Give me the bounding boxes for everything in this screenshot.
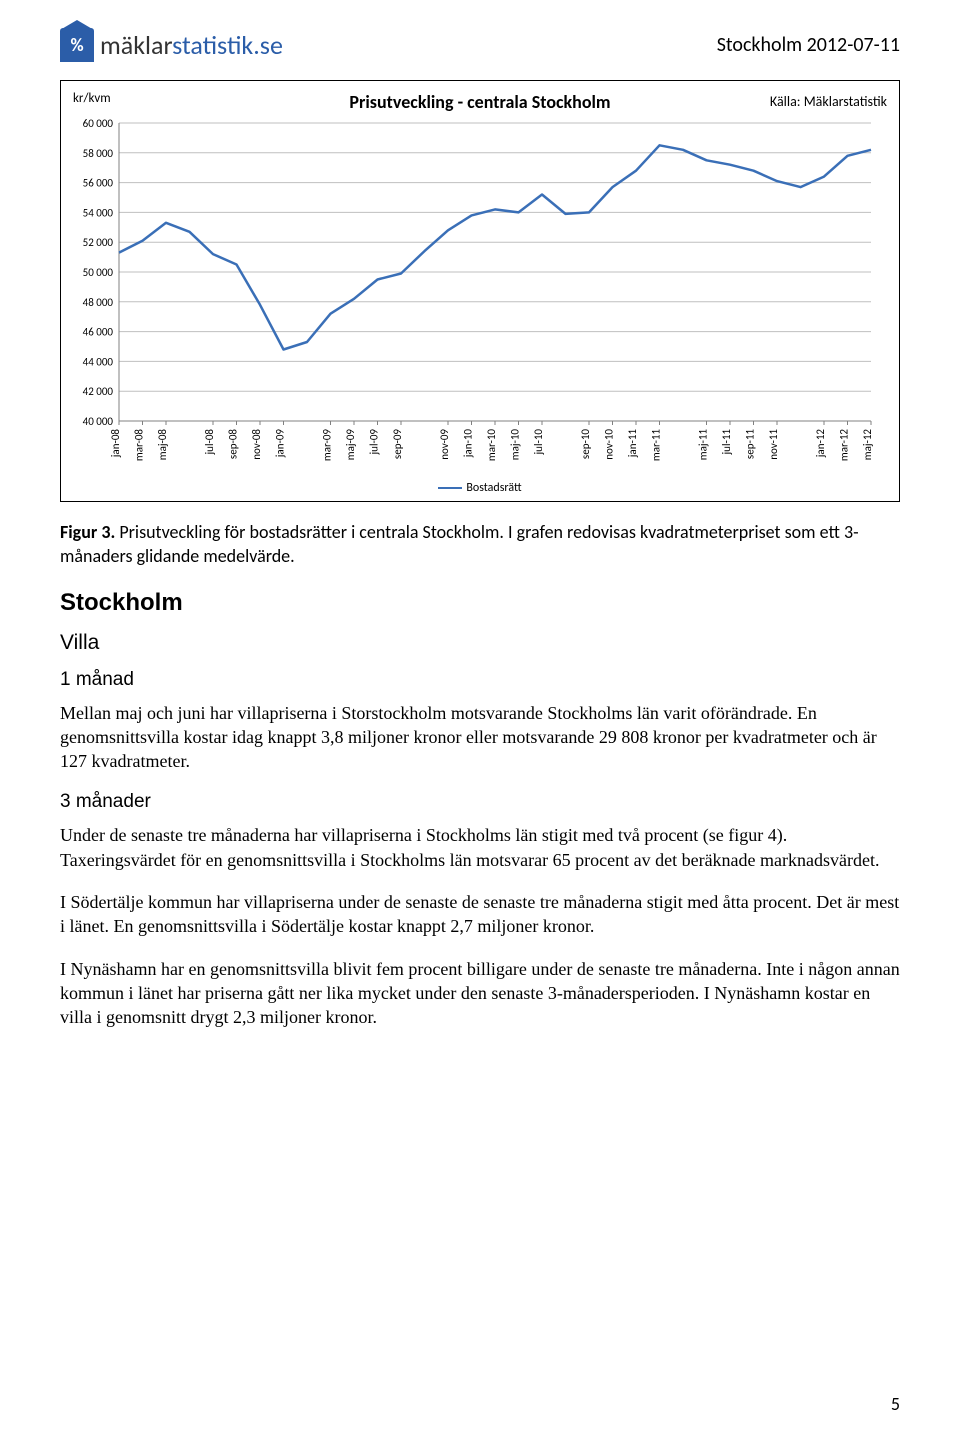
block2-para1: Under de senaste tre månaderna har villa…: [60, 823, 900, 872]
logo: % mäklarstatistik.se: [60, 28, 283, 62]
chart-title: Prisutveckling - centrala Stockholm: [349, 91, 610, 113]
svg-text:40 000: 40 000: [83, 415, 114, 428]
section-heading: Stockholm: [60, 589, 900, 617]
page-number: 5: [891, 1393, 900, 1415]
svg-text:jul-08: jul-08: [203, 429, 216, 456]
caption-label: Figur 3.: [60, 521, 115, 543]
svg-text:56 000: 56 000: [83, 177, 114, 190]
chart-container: kr/kvm Prisutveckling - centrala Stockho…: [60, 80, 900, 502]
svg-text:sep-11: sep-11: [744, 429, 757, 459]
svg-text:nov-10: nov-10: [603, 429, 616, 460]
svg-text:58 000: 58 000: [83, 147, 114, 160]
svg-text:nov-11: nov-11: [767, 429, 780, 460]
svg-text:jan-08: jan-08: [109, 429, 122, 459]
svg-text:jul-09: jul-09: [368, 429, 381, 456]
chart-legend: Bostadsrätt: [69, 481, 891, 495]
logo-text-dark: mäklar: [100, 29, 172, 61]
svg-text:jan-11: jan-11: [626, 429, 639, 459]
legend-line-icon: [438, 487, 462, 489]
caption-text: Prisutveckling för bostadsrätter i centr…: [60, 521, 859, 567]
svg-text:maj-11: maj-11: [697, 429, 710, 461]
block1-heading: 1 månad: [60, 669, 900, 691]
svg-text:52 000: 52 000: [83, 236, 114, 249]
svg-text:nov-08: nov-08: [250, 429, 263, 460]
svg-text:sep-09: sep-09: [391, 429, 404, 459]
figure-caption: Figur 3. Prisutveckling för bostadsrätte…: [60, 520, 900, 569]
svg-text:sep-10: sep-10: [579, 429, 592, 459]
svg-text:60 000: 60 000: [83, 117, 114, 130]
page-header: % mäklarstatistik.se Stockholm 2012-07-1…: [60, 28, 900, 62]
svg-text:sep-08: sep-08: [227, 429, 240, 459]
logo-text: mäklarstatistik.se: [100, 29, 283, 61]
svg-text:jan-12: jan-12: [814, 429, 827, 459]
svg-text:maj-10: maj-10: [509, 429, 522, 461]
svg-text:maj-12: maj-12: [861, 429, 874, 461]
subsection-heading: Villa: [60, 631, 900, 655]
svg-text:44 000: 44 000: [83, 355, 114, 368]
svg-text:mar-11: mar-11: [650, 429, 663, 462]
line-chart: 40 000 42 000 44 000 46 000 48 000 50 000 52 0…: [69, 117, 879, 477]
svg-text:50 000: 50 000: [83, 266, 114, 279]
svg-text:46 000: 46 000: [83, 326, 114, 339]
logo-mark-icon: %: [60, 28, 94, 62]
svg-text:jul-11: jul-11: [720, 429, 733, 456]
svg-text:mar-08: mar-08: [133, 429, 146, 462]
svg-text:nov-09: nov-09: [438, 429, 451, 460]
svg-text:54 000: 54 000: [83, 206, 114, 219]
svg-text:mar-09: mar-09: [321, 429, 334, 462]
svg-text:42 000: 42 000: [83, 385, 114, 398]
date-stamp: Stockholm 2012-07-11: [717, 33, 900, 57]
svg-text:jan-09: jan-09: [274, 429, 287, 459]
block1-para: Mellan maj och juni har villapriserna i …: [60, 701, 900, 774]
svg-text:jan-10: jan-10: [462, 429, 475, 459]
chart-title-row: kr/kvm Prisutveckling - centrala Stockho…: [69, 91, 891, 113]
svg-text:maj-08: maj-08: [156, 429, 169, 461]
svg-text:48 000: 48 000: [83, 296, 114, 309]
chart-y-unit: kr/kvm: [73, 91, 111, 106]
chart-source: Källa: Mäklarstatistik: [770, 93, 887, 110]
legend-label: Bostadsrätt: [466, 481, 521, 495]
block2-para2: I Södertälje kommun har villapriserna un…: [60, 890, 900, 939]
logo-symbol: %: [60, 28, 94, 62]
svg-text:mar-10: mar-10: [485, 429, 498, 462]
svg-text:maj-09: maj-09: [344, 429, 357, 461]
svg-text:mar-12: mar-12: [838, 429, 851, 462]
block2-heading: 3 månader: [60, 791, 900, 813]
svg-text:jul-10: jul-10: [532, 429, 545, 456]
block2-para3: I Nynäshamn har en genomsnittsvilla bliv…: [60, 957, 900, 1030]
logo-text-blue: statistik.se: [172, 29, 283, 61]
